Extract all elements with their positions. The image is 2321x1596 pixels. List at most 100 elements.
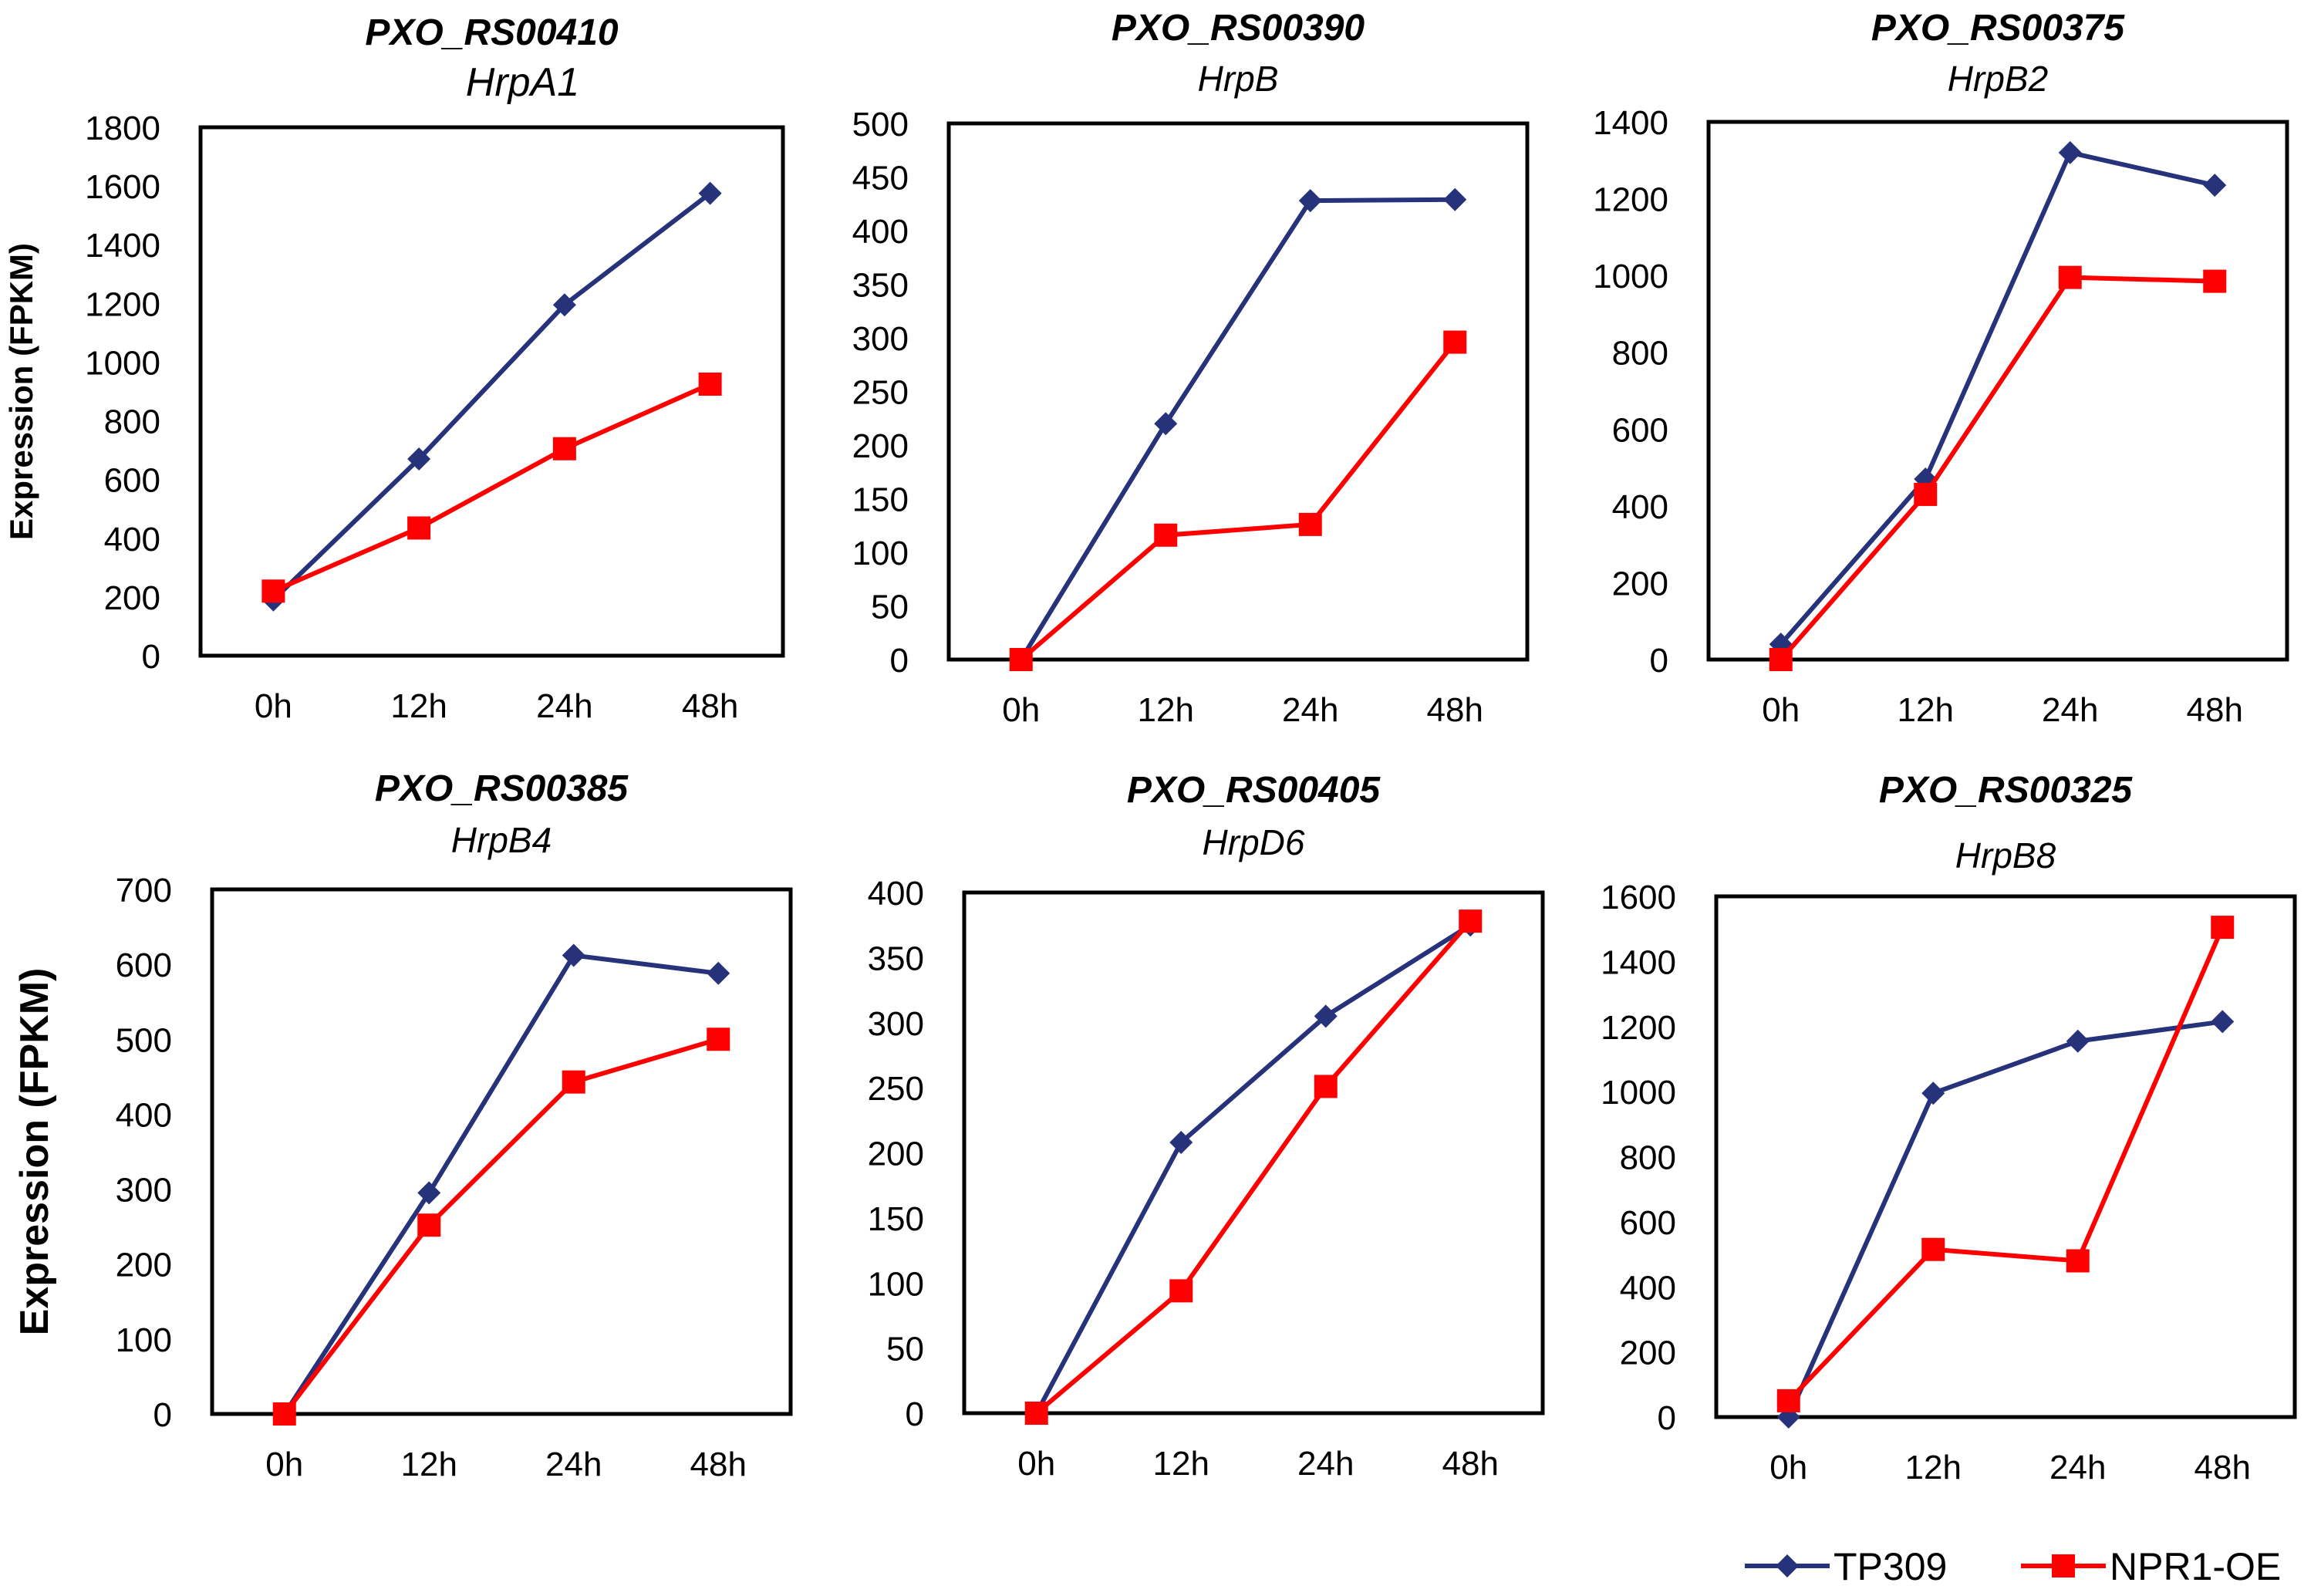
point-tp309 xyxy=(2211,1010,2235,1034)
point-npr1_oe xyxy=(1443,330,1467,354)
panel-title: PXO_RS00325 xyxy=(1879,770,2134,811)
x-tick-label: 0h xyxy=(1762,691,1800,729)
point-tp309 xyxy=(698,181,722,205)
y-tick-label: 0 xyxy=(1650,642,1668,680)
x-tick-label: 24h xyxy=(1282,691,1338,729)
y-tick-label: 200 xyxy=(116,1247,172,1284)
x-tick-label: 48h xyxy=(690,1446,747,1483)
panel-title: PXO_RS00375 xyxy=(1871,8,2126,49)
y-tick-label: 0 xyxy=(906,1395,924,1433)
y-tick-label: 50 xyxy=(871,589,909,626)
x-tick-label: 12h xyxy=(1153,1445,1209,1483)
y-axis-label: Expression (FPKM) xyxy=(3,243,39,540)
y-tick-label: 600 xyxy=(1612,411,1668,449)
y-tick-label: 200 xyxy=(868,1135,924,1173)
series-line-npr1_oe xyxy=(1779,275,2215,661)
y-tick-label: 150 xyxy=(868,1200,924,1238)
y-tick-label: 250 xyxy=(852,374,909,412)
x-tick-label: 12h xyxy=(1138,691,1194,729)
point-npr1_oe xyxy=(2203,269,2227,293)
point-tp309 xyxy=(1921,1081,1945,1105)
y-tick-label: 1800 xyxy=(85,110,160,147)
legend-label: TP309 xyxy=(1834,1545,1947,1588)
y-tick-label: 350 xyxy=(852,267,909,305)
x-tick-label: 48h xyxy=(682,687,738,725)
x-tick-label: 12h xyxy=(1898,691,1954,729)
series-line-tp309 xyxy=(1019,197,1456,661)
series-line-npr1_oe xyxy=(1786,926,2225,1402)
y-tick-label: 1200 xyxy=(1601,1009,1676,1047)
x-tick-label: 24h xyxy=(545,1446,602,1483)
panel-subtitle: HrpB xyxy=(1198,59,1279,99)
y-tick-label: 0 xyxy=(153,1396,172,1434)
x-tick-label: 48h xyxy=(1442,1445,1499,1483)
legend-marker-diamond xyxy=(1776,1554,1799,1577)
y-tick-label: 600 xyxy=(104,462,160,500)
point-npr1_oe xyxy=(272,1402,296,1426)
x-tick-label: 24h xyxy=(1297,1445,1354,1483)
y-tick-label: 100 xyxy=(852,535,909,572)
point-npr1_oe xyxy=(2058,265,2082,289)
y-tick-label: 0 xyxy=(1658,1399,1676,1437)
y-tick-label: 200 xyxy=(852,427,909,465)
y-tick-label: 250 xyxy=(868,1070,924,1108)
series-line-npr1_oe xyxy=(1034,919,1473,1415)
x-tick-label: 0h xyxy=(265,1446,303,1483)
y-tick-label: 200 xyxy=(104,579,160,617)
point-npr1_oe xyxy=(707,1027,730,1051)
y-tick-label: 700 xyxy=(116,872,172,909)
panel-title: PXO_RS00405 xyxy=(1127,770,1381,811)
y-tick-label: 500 xyxy=(852,106,909,143)
plot-frame xyxy=(210,887,793,1416)
x-tick-label: 0h xyxy=(1002,691,1040,729)
panel-4: 0 100 200 300 400 500 600 700 0h 12h 24h 48h PXO_RS0… xyxy=(12,768,793,1483)
point-npr1_oe xyxy=(698,372,722,396)
y-tick-label: 350 xyxy=(868,940,924,977)
y-tick-label: 0 xyxy=(142,638,160,676)
y-tick-label: 400 xyxy=(116,1096,172,1134)
point-npr1_oe xyxy=(1298,512,1322,536)
point-tp309 xyxy=(552,293,576,317)
point-tp309 xyxy=(1154,412,1178,436)
y-tick-label: 100 xyxy=(868,1265,924,1303)
point-npr1_oe xyxy=(1024,1402,1048,1425)
point-npr1_oe xyxy=(1914,482,1938,506)
y-tick-label: 1000 xyxy=(1593,258,1668,295)
series-line-tp309 xyxy=(282,953,719,1415)
plot-frame xyxy=(962,890,1545,1415)
legend-item-npr1_oe: NPR1-OE xyxy=(2021,1545,2281,1588)
y-tick-label: 1200 xyxy=(1593,181,1668,219)
point-npr1_oe xyxy=(552,437,576,461)
point-tp309 xyxy=(2066,1029,2090,1053)
x-tick-label: 0h xyxy=(255,687,292,725)
point-tp309 xyxy=(2058,140,2082,164)
y-tick-label: 100 xyxy=(116,1321,172,1359)
y-tick-label: 1400 xyxy=(1601,943,1676,981)
point-npr1_oe xyxy=(417,1213,441,1237)
y-tick-label: 1000 xyxy=(85,344,160,382)
legend-marker-square xyxy=(2052,1554,2075,1577)
x-tick-label: 12h xyxy=(401,1446,457,1483)
x-tick-label: 24h xyxy=(536,687,592,725)
point-npr1_oe xyxy=(1009,648,1033,671)
point-npr1_oe xyxy=(1921,1237,1945,1261)
panel-subtitle: HrpA1 xyxy=(466,60,579,105)
y-tick-label: 400 xyxy=(852,213,909,251)
plot-frame xyxy=(946,121,1530,662)
y-tick-label: 0 xyxy=(890,642,909,680)
point-npr1_oe xyxy=(1169,1279,1193,1303)
y-tick-label: 600 xyxy=(116,946,172,984)
y-tick-label: 200 xyxy=(1620,1334,1676,1372)
y-tick-label: 400 xyxy=(868,875,924,913)
point-npr1_oe xyxy=(261,579,285,603)
y-tick-label: 800 xyxy=(1612,335,1668,373)
panel-subtitle: HrpB8 xyxy=(1955,835,2056,876)
x-tick-label: 24h xyxy=(2042,691,2098,729)
point-npr1_oe xyxy=(2066,1249,2090,1273)
panel-subtitle: HrpB2 xyxy=(1948,59,2048,99)
y-tick-label: 300 xyxy=(116,1172,172,1210)
point-tp309 xyxy=(1298,189,1322,213)
y-tick-label: 300 xyxy=(868,1005,924,1043)
point-npr1_oe xyxy=(1776,1388,1800,1412)
